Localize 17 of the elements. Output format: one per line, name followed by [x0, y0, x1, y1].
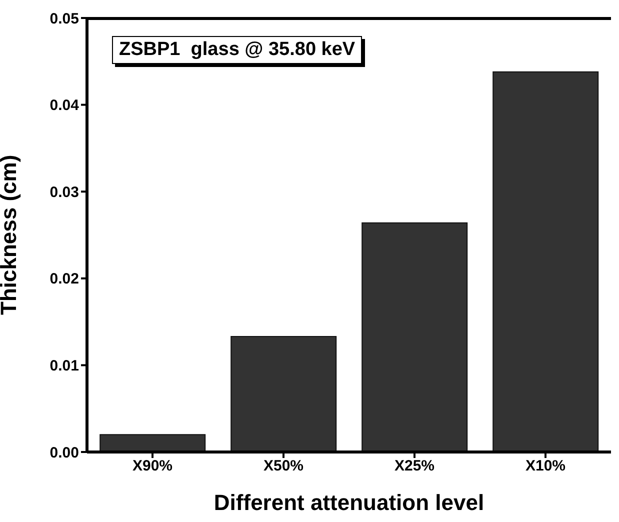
x-axis-title: Different attenuation level [214, 490, 484, 515]
x-tick-label: X50% [263, 458, 304, 475]
y-tick-label: 0.04 [50, 97, 80, 114]
annotation: ZSBP1 glass @ 35.80 keV [112, 36, 362, 64]
bar [362, 222, 468, 452]
x-tick-label: X10% [525, 458, 566, 475]
x-tick-label: X25% [394, 458, 435, 475]
bar [492, 71, 599, 452]
y-tick-label: 0.02 [50, 270, 79, 288]
y-axis-title: Thickness (cm) [0, 154, 21, 315]
x-tick-label: X90% [132, 458, 173, 475]
bar [230, 336, 337, 452]
bar [100, 434, 206, 452]
y-tick-label: 0.03 [50, 184, 79, 201]
y-tick-label: 0.01 [50, 358, 79, 375]
y-tick-label: 0.00 [50, 444, 79, 462]
y-tick-label: 0.05 [50, 10, 79, 28]
